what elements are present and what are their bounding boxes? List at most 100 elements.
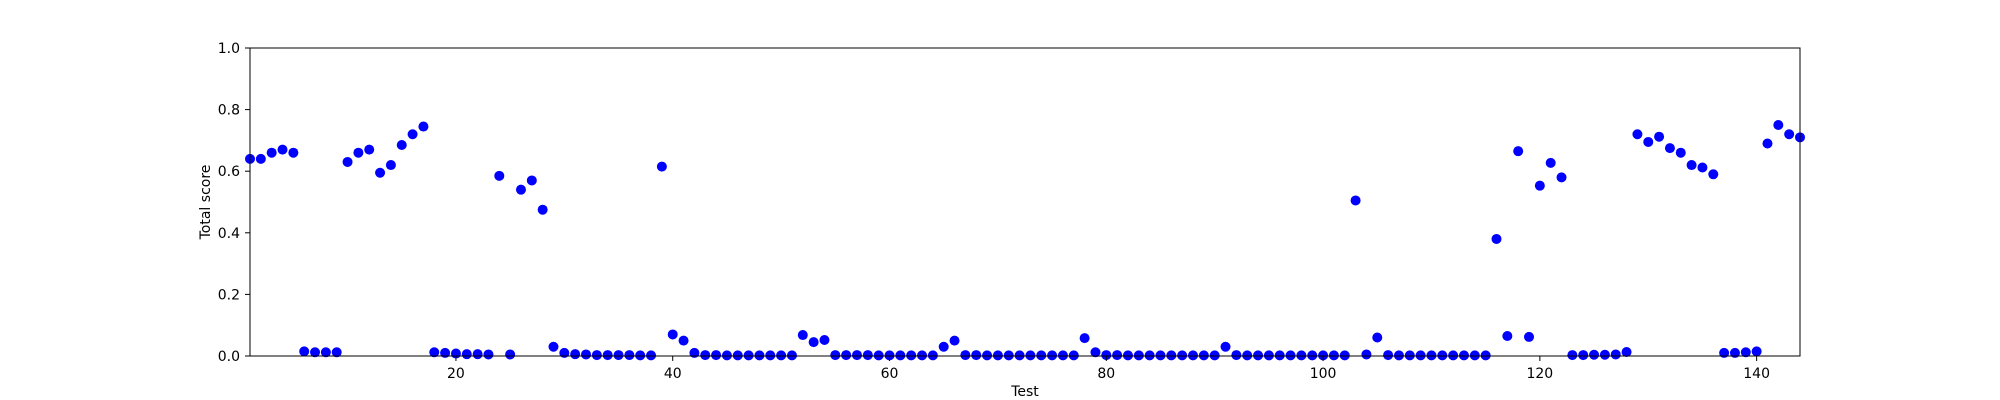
data-point bbox=[1231, 350, 1242, 361]
data-point bbox=[1036, 350, 1047, 361]
data-point bbox=[472, 349, 483, 360]
data-point bbox=[917, 350, 928, 361]
data-point bbox=[494, 170, 505, 181]
data-point bbox=[1599, 349, 1610, 360]
data-point bbox=[960, 350, 971, 361]
x-axis-label: Test bbox=[1010, 384, 1039, 400]
x-tick-label: 20 bbox=[447, 366, 465, 382]
data-point bbox=[1339, 350, 1350, 361]
data-point bbox=[1220, 341, 1231, 352]
data-point bbox=[1567, 350, 1578, 361]
data-point bbox=[418, 121, 429, 132]
data-point bbox=[1773, 120, 1784, 130]
data-point bbox=[808, 337, 819, 348]
data-point bbox=[1209, 350, 1220, 361]
data-point bbox=[310, 347, 321, 358]
data-point bbox=[320, 347, 331, 358]
data-point bbox=[255, 153, 266, 164]
plot-frame bbox=[249, 47, 1801, 357]
data-point bbox=[667, 329, 678, 340]
data-point bbox=[1328, 350, 1339, 361]
data-point bbox=[407, 129, 418, 140]
data-point bbox=[505, 349, 516, 360]
data-point bbox=[537, 204, 548, 215]
data-point bbox=[1025, 350, 1036, 361]
data-point bbox=[851, 350, 862, 361]
data-point bbox=[1578, 350, 1589, 361]
data-point bbox=[266, 147, 277, 158]
data-point bbox=[1079, 333, 1090, 344]
data-point bbox=[1155, 350, 1166, 361]
data-point bbox=[1415, 350, 1426, 361]
data-point bbox=[743, 350, 754, 361]
data-point bbox=[364, 144, 375, 155]
data-point bbox=[1112, 350, 1123, 361]
data-point bbox=[1361, 349, 1372, 360]
data-point bbox=[1480, 350, 1491, 361]
data-point bbox=[635, 350, 646, 361]
data-point bbox=[721, 350, 732, 361]
data-point bbox=[1784, 129, 1795, 140]
data-point bbox=[1762, 138, 1773, 149]
data-point bbox=[992, 350, 1003, 361]
data-point bbox=[1719, 347, 1730, 358]
data-point bbox=[1296, 350, 1307, 361]
data-point bbox=[862, 350, 873, 361]
data-point bbox=[581, 349, 592, 360]
data-point bbox=[591, 350, 602, 361]
data-point bbox=[1242, 350, 1253, 361]
data-point bbox=[830, 350, 841, 361]
data-point bbox=[776, 350, 787, 361]
x-tick-label: 80 bbox=[1097, 366, 1115, 382]
data-point bbox=[1534, 180, 1545, 191]
data-point bbox=[1664, 143, 1675, 154]
data-point bbox=[873, 350, 884, 361]
data-point bbox=[971, 350, 982, 361]
data-point bbox=[1101, 350, 1112, 361]
data-point bbox=[1740, 347, 1751, 358]
data-point bbox=[1263, 350, 1274, 361]
data-point bbox=[1393, 350, 1404, 361]
data-point bbox=[1166, 350, 1177, 361]
y-tick-label: 0.2 bbox=[218, 287, 240, 303]
y-tick-label: 0.6 bbox=[218, 164, 240, 180]
data-point bbox=[711, 350, 722, 361]
data-point bbox=[624, 350, 635, 361]
data-point bbox=[570, 349, 581, 360]
data-point bbox=[678, 335, 689, 346]
y-axis-ticks: 0.0 0.2 0.4 0.6 0.8 1.0 bbox=[218, 41, 250, 365]
data-point bbox=[353, 147, 364, 158]
data-point bbox=[1274, 350, 1285, 361]
x-tick-label: 40 bbox=[664, 366, 682, 382]
data-point bbox=[1057, 350, 1068, 361]
data-point bbox=[375, 167, 386, 178]
x-tick-label: 100 bbox=[1310, 366, 1337, 382]
data-point bbox=[1502, 330, 1513, 341]
data-point bbox=[1675, 147, 1686, 158]
data-point bbox=[1318, 350, 1329, 361]
data-point bbox=[1404, 350, 1415, 361]
y-tick-label: 0.0 bbox=[218, 349, 240, 365]
data-point bbox=[299, 346, 310, 357]
data-point bbox=[1729, 347, 1740, 358]
data-point bbox=[429, 347, 440, 358]
data-point bbox=[1188, 350, 1199, 361]
data-points bbox=[245, 120, 1805, 361]
data-point bbox=[765, 350, 776, 361]
x-axis-ticks: 20 40 60 80 100 120 140 bbox=[447, 356, 1770, 382]
data-point bbox=[483, 349, 494, 360]
data-point bbox=[732, 350, 743, 361]
data-point bbox=[949, 335, 960, 346]
data-point bbox=[1469, 350, 1480, 361]
data-point bbox=[331, 347, 342, 358]
data-point bbox=[1589, 349, 1600, 360]
data-point bbox=[1437, 350, 1448, 361]
data-point bbox=[1686, 160, 1697, 171]
data-point bbox=[1751, 346, 1762, 357]
data-point bbox=[526, 175, 537, 186]
data-point bbox=[1372, 332, 1383, 343]
data-point bbox=[1545, 157, 1556, 168]
data-point bbox=[385, 160, 396, 171]
data-point bbox=[602, 350, 613, 361]
